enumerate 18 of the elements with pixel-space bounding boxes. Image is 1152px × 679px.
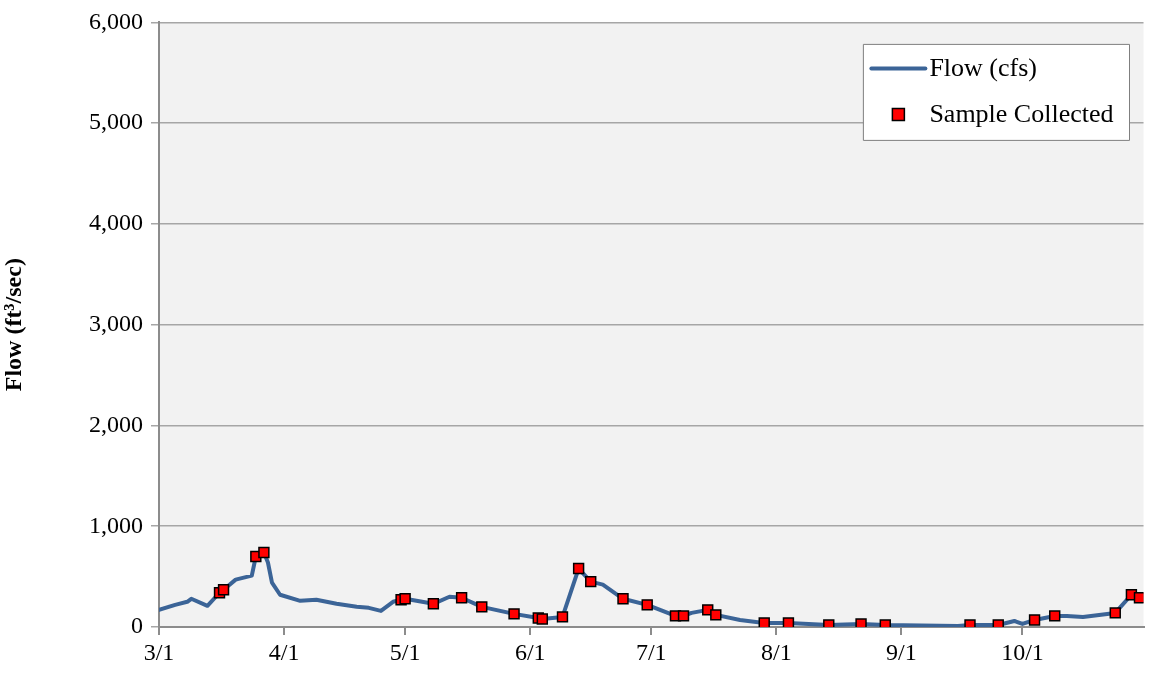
y-tick-label: 1,000 xyxy=(89,511,143,538)
y-tick-label: 4,000 xyxy=(89,209,143,236)
x-tick-label: 8/1 xyxy=(760,638,792,665)
y-tick-label: 6,000 xyxy=(89,7,143,34)
x-tick-label: 9/1 xyxy=(886,638,917,665)
y-tick-label: 3,000 xyxy=(89,310,143,336)
x-tick-label: 5/1 xyxy=(389,638,421,665)
y-tick-label: 5,000 xyxy=(89,108,143,135)
legend-label: Sample Collected xyxy=(929,99,1114,129)
y-tick-label: 2,000 xyxy=(89,410,143,437)
legend-label: Flow (cfs) xyxy=(929,53,1037,83)
x-tick-label: 6/1 xyxy=(514,638,546,665)
x-tick-label: 3/1 xyxy=(143,638,175,665)
y-tick-label: 0 xyxy=(131,612,143,639)
x-tick-label: 10/1 xyxy=(1001,638,1044,665)
x-tick-label: 4/1 xyxy=(268,638,300,665)
y-axis-title: Flow (ft³/sec) xyxy=(0,258,26,392)
x-tick-label: 7/1 xyxy=(635,638,667,665)
